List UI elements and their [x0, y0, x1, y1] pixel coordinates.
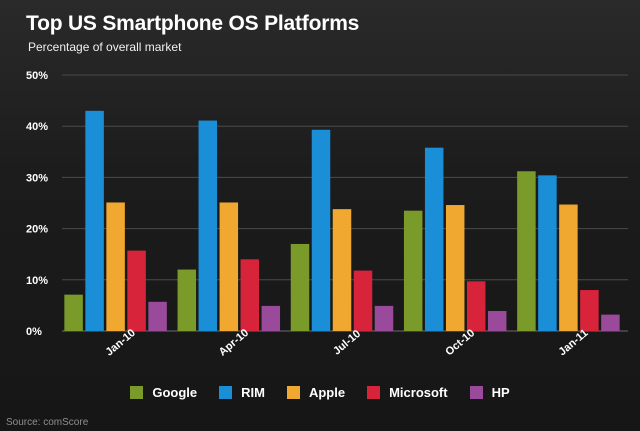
bar-apple-jan-10 — [106, 202, 125, 331]
x-tick-label: Jan-11 — [556, 327, 590, 358]
bar-hp-jan-11 — [601, 314, 620, 331]
y-tick-label: 30% — [26, 172, 48, 184]
bar-rim-jan-10 — [85, 110, 104, 331]
bar-rim-apr-10 — [198, 120, 218, 332]
bar-microsoft-jan-11 — [580, 290, 599, 331]
legend-item-rim: RIM — [219, 385, 265, 400]
bar-apple-jul-10 — [332, 209, 352, 331]
legend-item-google: Google — [130, 385, 197, 400]
x-tick-label: Jul-10 — [331, 328, 363, 358]
x-tick-label: Oct-10 — [443, 327, 477, 358]
bar-apple-oct-10 — [445, 205, 465, 331]
bar-google-jan-10 — [64, 294, 83, 331]
legend-label: HP — [491, 384, 510, 400]
legend-label: Google — [152, 384, 198, 400]
y-tick-label: 0% — [26, 326, 42, 338]
bar-google-jan-11 — [517, 171, 536, 331]
bar-google-oct-10 — [403, 210, 423, 331]
y-tick-label: 50% — [26, 70, 48, 82]
y-tick-label: 40% — [26, 121, 48, 133]
bar-microsoft-jan-10 — [127, 250, 146, 331]
legend-label: Microsoft — [389, 384, 448, 400]
legend-item-microsoft: Microsoft — [367, 385, 448, 400]
y-tick-label: 10% — [26, 275, 48, 287]
y-tick-label: 20% — [26, 224, 48, 236]
chart-subtitle: Percentage of overall market — [28, 40, 182, 54]
bar-rim-oct-10 — [424, 147, 444, 331]
bar-apple-apr-10 — [219, 202, 239, 331]
bar-hp-jan-10 — [148, 301, 167, 331]
legend-swatch — [469, 385, 483, 399]
chart-legend: Google RIM Apple Microsoft HP — [0, 383, 640, 401]
legend-swatch — [130, 385, 144, 399]
legend-item-hp: HP — [469, 384, 510, 400]
bar-rim-jan-11 — [538, 175, 557, 331]
bar-rim-jul-10 — [311, 129, 331, 331]
legend-swatch — [367, 385, 381, 399]
legend-item-apple: Apple — [286, 384, 346, 400]
chart-title: Top US Smartphone OS Platforms — [26, 12, 360, 35]
legend-swatch — [286, 385, 300, 399]
bar-hp-apr-10 — [261, 305, 281, 331]
bar-microsoft-apr-10 — [240, 259, 260, 331]
source-note: Source: comScore — [6, 417, 89, 428]
bar-google-jul-10 — [290, 243, 310, 331]
x-tick-label: Jan-10 — [103, 327, 137, 359]
legend-swatch — [219, 385, 233, 399]
bar-microsoft-jul-10 — [353, 270, 373, 331]
bar-hp-oct-10 — [487, 311, 507, 331]
bar-apple-jan-11 — [559, 204, 578, 331]
bar-google-apr-10 — [177, 269, 197, 331]
bar-hp-jul-10 — [374, 305, 394, 331]
legend-label: Apple — [308, 384, 346, 400]
bar-microsoft-oct-10 — [466, 281, 486, 331]
legend-label: RIM — [241, 384, 265, 400]
x-tick-label: Apr-10 — [217, 327, 251, 359]
